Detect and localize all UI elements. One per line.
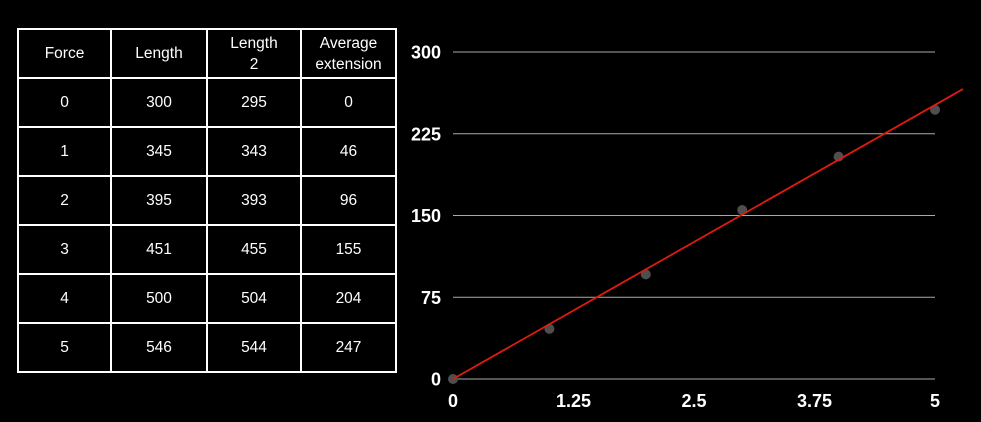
table-cell: 204 — [300, 273, 397, 324]
y-axis-tick-label: 75 — [421, 288, 441, 308]
table-row: 3 451 455 155 — [17, 224, 397, 275]
y-axis-tick-label: 150 — [411, 206, 441, 226]
table-cell: 455 — [206, 224, 302, 275]
table-cell: 544 — [206, 322, 302, 373]
column-header: Force — [17, 28, 112, 79]
table-cell: 300 — [110, 77, 208, 128]
table-cell: 393 — [206, 175, 302, 226]
data-table: Force Length Length 2 Average extension 0 30… — [17, 28, 397, 373]
table-cell: 345 — [110, 126, 208, 177]
table-cell: 247 — [300, 322, 397, 373]
table-cell: 46 — [300, 126, 397, 177]
table-row: 5 546 544 247 — [17, 322, 397, 373]
column-header: Length 2 — [206, 28, 302, 79]
table-cell: 395 — [110, 175, 208, 226]
table-row: 2 395 393 96 — [17, 175, 397, 226]
table-header-row: Force Length Length 2 Average extension — [17, 28, 397, 79]
x-axis-tick-label: 1.25 — [556, 391, 591, 411]
table-cell: 0 — [17, 77, 112, 128]
y-axis-tick-label: 0 — [431, 370, 441, 390]
table-row: 0 300 295 0 — [17, 77, 397, 128]
x-axis-tick-label: 5 — [930, 391, 940, 411]
trendline — [452, 88, 964, 380]
x-axis-tick-label: 3.75 — [797, 391, 832, 411]
table-cell: 0 — [300, 77, 397, 128]
y-axis-tick-label: 300 — [411, 43, 441, 63]
table-cell: 96 — [300, 175, 397, 226]
table-row: 1 345 343 46 — [17, 126, 397, 177]
table-cell: 155 — [300, 224, 397, 275]
table-cell: 504 — [206, 273, 302, 324]
table-cell: 1 — [17, 126, 112, 177]
table-cell: 546 — [110, 322, 208, 373]
table-cell: 2 — [17, 175, 112, 226]
table-cell: 3 — [17, 224, 112, 275]
table-cell: 451 — [110, 224, 208, 275]
table-cell: 295 — [206, 77, 302, 128]
table-cell: 343 — [206, 126, 302, 177]
column-header: Average extension — [300, 28, 397, 79]
table-cell: 4 — [17, 273, 112, 324]
data-point — [640, 269, 651, 280]
x-axis-tick-label: 2.5 — [681, 391, 706, 411]
y-axis-tick-label: 225 — [411, 124, 441, 144]
table-row: 4 500 504 204 — [17, 273, 397, 324]
x-axis-tick-label: 0 — [448, 391, 458, 411]
table-cell: 500 — [110, 273, 208, 324]
column-header: Length — [110, 28, 208, 79]
table-cell: 5 — [17, 322, 112, 373]
